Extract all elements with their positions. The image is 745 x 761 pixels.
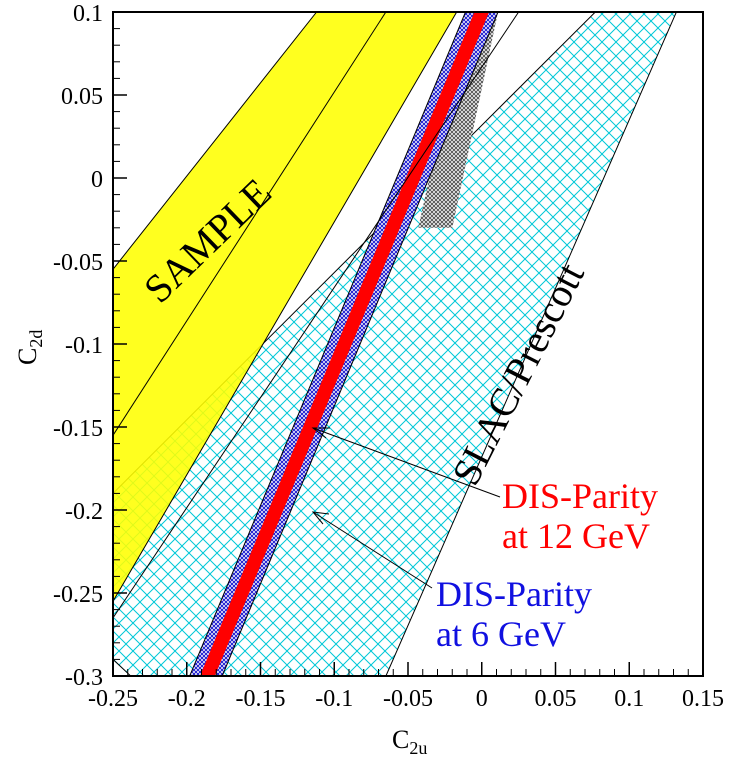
x-tick-label: -0.2: [168, 686, 206, 712]
x-tick-label: -0.1: [315, 686, 353, 712]
x-tick-label: 0.15: [682, 686, 724, 712]
x-axis: -0.25 -0.2 -0.15 -0.1 -0.05 0 0.05 0.1 0.15: [88, 662, 724, 712]
y-tick-label: -0.2: [65, 499, 103, 525]
dis-12gev-arrowhead: [311, 427, 330, 439]
x-tick-label: -0.05: [383, 686, 433, 712]
dis-12gev-label-line1: DIS-Parity: [502, 476, 658, 516]
sample-band: [113, 12, 458, 603]
y-tick-label: -0.15: [53, 416, 103, 442]
y-tick-label: -0.25: [53, 582, 103, 608]
x-tick-label: 0.1: [614, 686, 644, 712]
plot-area: [113, 12, 677, 676]
slac-prescott-band: [113, 12, 677, 676]
sample-center-line: [113, 12, 387, 436]
y-tick-label: 0.1: [73, 1, 103, 27]
y-tick-label: -0.05: [53, 250, 103, 276]
dis-6gev-arrow: [312, 511, 433, 589]
dis-12gev-arrow: [312, 427, 501, 498]
x-tick-label: 0: [476, 686, 488, 712]
x-tick-label: 0.05: [535, 686, 577, 712]
x-tick-label: -0.25: [88, 686, 138, 712]
y-tick-label: -0.1: [65, 333, 103, 359]
dis-12gev-label-line2: at 12 GeV: [502, 516, 650, 556]
x-tick-label: -0.15: [236, 686, 286, 712]
overlap-band: [418, 12, 498, 228]
y-tick-label: 0: [91, 167, 103, 193]
slac-inner-line: [113, 12, 520, 619]
y-tick-label: -0.3: [65, 665, 103, 691]
dis-parity-12gev-band: [200, 12, 490, 676]
dis-6gev-label-line2: at 6 GeV: [436, 614, 566, 654]
y-tick-label: 0.05: [61, 84, 103, 110]
dis-6gev-arrowhead: [311, 511, 330, 525]
x-axis-title: C2u: [392, 725, 427, 758]
y-axis: 0.1 0.05 0 -0.05 -0.1 -0.15 -0.2 -0.25 -0.3: [53, 1, 127, 691]
y-axis-title: C2d: [13, 330, 46, 365]
dis-6gev-label-line1: DIS-Parity: [436, 574, 592, 614]
